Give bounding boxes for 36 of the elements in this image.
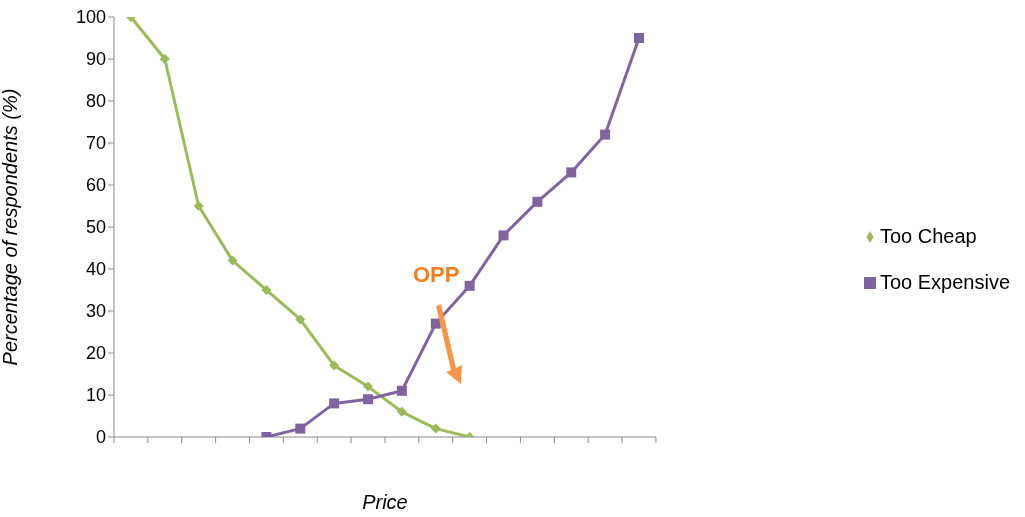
- point: [396, 406, 407, 417]
- point: [532, 196, 543, 207]
- point: [261, 285, 272, 295]
- y-tick-label: 30: [85, 301, 106, 322]
- point: [329, 360, 340, 371]
- y-tick-label: 70: [85, 133, 106, 154]
- legend-label: Too Cheap: [879, 224, 977, 247]
- y-axis-title: Percentage of respondents (%): [0, 88, 22, 366]
- x-axis-title: Price: [362, 491, 408, 513]
- legend-label: Too Expensive: [879, 270, 1010, 293]
- point: [295, 314, 306, 325]
- point: [329, 398, 340, 409]
- y-tick-label: 50: [85, 217, 106, 238]
- point: [430, 423, 441, 434]
- y-tick-label: 10: [85, 385, 106, 406]
- point: [295, 423, 306, 434]
- point: [430, 318, 441, 329]
- point: [363, 381, 374, 392]
- point: [363, 394, 374, 405]
- point: [566, 167, 577, 178]
- point: [159, 54, 170, 64]
- point: [464, 280, 475, 291]
- point: [498, 230, 509, 241]
- y-tick-label: 100: [75, 7, 106, 28]
- y-tick-label: 40: [85, 259, 106, 280]
- point: [396, 385, 407, 396]
- y-tick-label: 20: [85, 343, 106, 364]
- y-tick-label: 80: [85, 91, 106, 112]
- y-tick-label: 0: [95, 427, 106, 448]
- point: [227, 255, 238, 266]
- point: [633, 33, 644, 43]
- y-tick-label: 90: [85, 49, 106, 70]
- annotation: OPP: [413, 262, 460, 288]
- point: [193, 201, 204, 211]
- y-tick-label: 60: [85, 175, 106, 196]
- point: [600, 129, 611, 140]
